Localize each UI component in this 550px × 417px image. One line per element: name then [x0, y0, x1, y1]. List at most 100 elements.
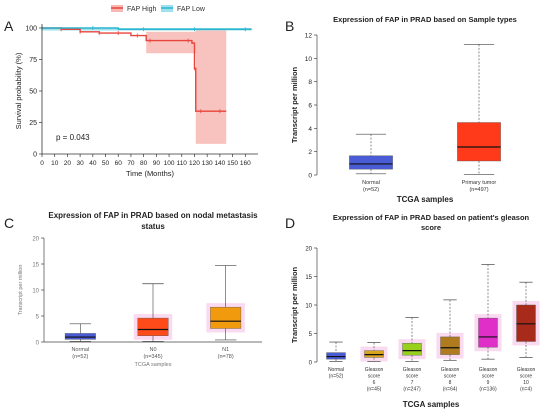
x-tick-label: 10	[51, 160, 59, 167]
legend-label-low: FAP Low	[177, 6, 206, 13]
y-tick-label: 5	[36, 315, 40, 321]
panel-c: C Expression of FAP in PRAD based on nod…	[0, 208, 275, 412]
x-tick-label: 80	[140, 160, 148, 167]
y-tick-label: 12	[305, 33, 313, 40]
category-count: (n=247)	[403, 387, 421, 393]
category-count: (n=345)	[143, 354, 162, 360]
survival-chart: FAP High FAP Low 0 25 50 75 100 0 10 20 30 40 50 60 70…	[14, 5, 258, 178]
y-tick-label: 10	[305, 56, 313, 63]
panel-a: A FAP High FAP Low 0 25 50 75 100 0 10 20 30 40 50 60…	[0, 0, 275, 208]
chart-title: score	[421, 223, 441, 232]
chart-title: Expression of FAP in PRAD based on patie…	[333, 213, 530, 222]
y-tick-label: 6	[308, 103, 312, 110]
category-count: (n=78)	[218, 354, 234, 360]
y-tick-label: 100	[25, 26, 37, 33]
panel-d: D Expression of FAP in PRAD based on pat…	[275, 208, 550, 412]
x-tick-label: 110	[177, 160, 188, 167]
x-tick-label: 30	[77, 160, 85, 167]
category-count: (n=136)	[479, 387, 497, 393]
panel-label: D	[285, 215, 296, 231]
category-label: score	[520, 374, 532, 380]
category-label: 8	[449, 380, 452, 386]
y-tick-label: 4	[308, 126, 312, 133]
y-tick-label: 0	[33, 152, 37, 159]
box-2	[402, 342, 422, 356]
y-tick-label: 10	[305, 304, 312, 310]
panel-label: B	[285, 18, 295, 34]
y-axis-label: Transcript per million	[290, 266, 299, 343]
box-0	[326, 352, 346, 360]
category-label: Normal	[362, 180, 380, 186]
y-tick-label: 15	[305, 275, 312, 281]
x-tick-label: 40	[89, 160, 97, 167]
category-count: (n=497)	[469, 187, 488, 193]
box-0	[64, 333, 96, 340]
x-axis-label: TCGA samples	[403, 400, 460, 409]
category-label: Gleason	[365, 367, 384, 373]
category-label: score	[482, 374, 494, 380]
category-count: (n=4)	[520, 387, 532, 393]
category-count: (n=64)	[443, 387, 458, 393]
legend-label-high: FAP High	[127, 6, 157, 13]
category-label: Gleason	[479, 367, 498, 373]
box-1	[457, 122, 501, 162]
category-count: (n=52)	[329, 374, 344, 380]
x-tick-label: 160	[240, 160, 251, 167]
x-tick-label: 0	[40, 160, 44, 167]
ci-band-high	[146, 28, 227, 144]
y-axis-label: Survival probability (%)	[14, 52, 23, 129]
y-tick-label: 75	[29, 57, 37, 64]
chart-title: Expression of FAP in PRAD based on Sampl…	[333, 15, 517, 24]
y-tick-label: 2	[308, 149, 312, 156]
x-tick-label: 120	[189, 160, 200, 167]
box-2	[210, 306, 242, 329]
category-label: 10	[523, 380, 529, 386]
y-axis-label: Transcript per million	[290, 66, 299, 143]
category-label: 7	[411, 380, 414, 386]
nodal-status-boxplot: Expression of FAP in PRAD based on nodal…	[18, 211, 262, 368]
panel-label: C	[4, 215, 15, 231]
category-count: (n=45)	[367, 387, 382, 393]
x-axis-label: Time (Months)	[126, 169, 175, 178]
y-tick-label: 20	[305, 247, 312, 253]
box-4	[478, 317, 498, 348]
category-count: (n=52)	[72, 354, 88, 360]
y-tick-label: 20	[32, 237, 39, 243]
x-axis-label: TCGA samples	[397, 195, 454, 204]
chart-title: Expression of FAP in PRAD based on nodal…	[48, 211, 258, 220]
x-tick-label: 130	[202, 160, 213, 167]
x-tick-label: 50	[102, 160, 110, 167]
x-tick-label: 70	[127, 160, 135, 167]
panel-b: B Expression of FAP in PRAD based on Sam…	[275, 0, 550, 208]
y-tick-label: 0	[309, 361, 313, 367]
survival-line-high	[42, 27, 227, 112]
x-tick-label: 60	[115, 160, 123, 167]
gleason-score-boxplot: Expression of FAP in PRAD based on patie…	[290, 213, 540, 409]
y-tick-label: 10	[32, 289, 39, 295]
category-label: 9	[487, 380, 490, 386]
category-label: 6	[373, 380, 376, 386]
x-tick-label: 20	[64, 160, 72, 167]
x-tick-label: 140	[214, 160, 225, 167]
category-label: score	[444, 374, 456, 380]
panel-label: A	[4, 18, 14, 34]
y-tick-label: 25	[29, 120, 37, 127]
y-tick-label: 8	[308, 79, 312, 86]
p-value-annotation: p = 0.043	[56, 133, 90, 142]
y-tick-label: 15	[32, 263, 39, 269]
box-0	[349, 155, 393, 170]
x-axis-label: TCGA samples	[135, 362, 172, 368]
y-axis-label: Transcript per million	[18, 265, 24, 316]
y-tick-label: 0	[36, 341, 40, 347]
category-label: N0	[149, 347, 156, 353]
category-label: Primary tumor	[462, 180, 497, 186]
category-label: score	[368, 374, 380, 380]
category-label: N1	[222, 347, 229, 353]
x-tick-label: 100	[164, 160, 175, 167]
chart-title: status	[141, 222, 165, 231]
category-label: Normal	[328, 367, 344, 373]
category-label: Gleason	[441, 367, 460, 373]
category-label: Gleason	[403, 367, 422, 373]
y-tick-label: 5	[309, 332, 313, 338]
y-tick-label: 0	[308, 173, 312, 180]
